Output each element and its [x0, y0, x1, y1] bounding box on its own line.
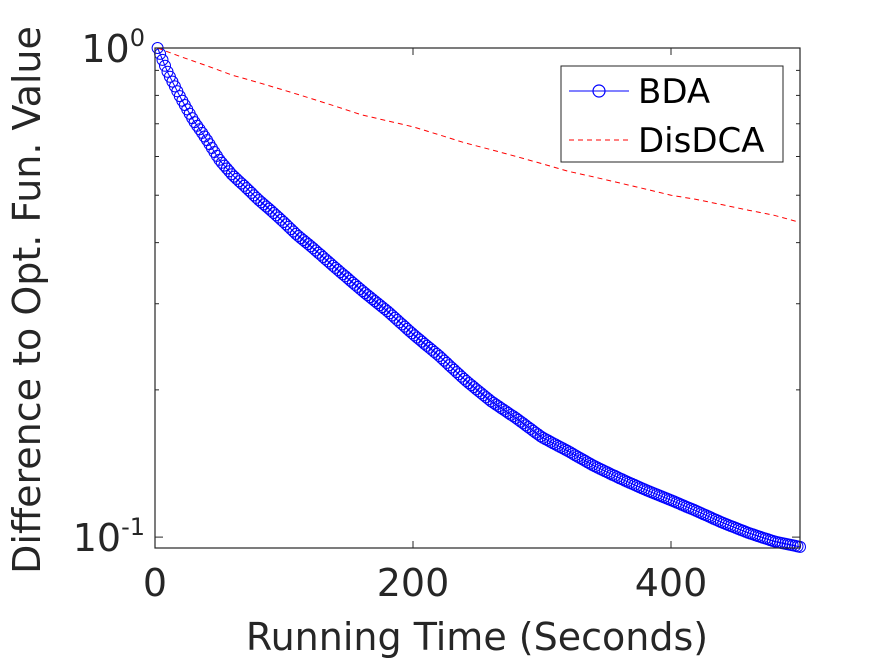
- y-tick-label: 10-1: [73, 513, 145, 560]
- legend-box: [560, 65, 784, 163]
- bda-point: [235, 177, 248, 190]
- y-tick-label: 100: [81, 24, 145, 71]
- bda-point: [287, 225, 300, 238]
- bda-point: [228, 170, 241, 183]
- legend-label-disdca: DisDCA: [638, 121, 765, 161]
- bda-point: [433, 350, 446, 362]
- bda-point: [450, 366, 463, 379]
- bda-point: [285, 223, 297, 236]
- legend: BDA DisDCA: [560, 65, 784, 163]
- series-line-disdca: [157, 47, 801, 223]
- x-axis-label: Running Time (Seconds): [246, 615, 708, 659]
- bda-point: [156, 53, 169, 66]
- bda-point: [448, 363, 461, 376]
- bda-point: [272, 211, 285, 224]
- bda-point: [440, 356, 453, 369]
- bda-point: [159, 59, 171, 72]
- x-tick-label: 400: [635, 561, 708, 605]
- series-layer: [151, 42, 806, 553]
- x-tick-label: 0: [143, 561, 167, 605]
- x-tick-label: 200: [377, 561, 450, 605]
- bda-point: [280, 218, 293, 231]
- bda-point: [225, 168, 238, 181]
- legend-label-bda: BDA: [638, 72, 710, 112]
- bda-point: [243, 184, 255, 197]
- bda-point: [438, 354, 451, 367]
- plot-frame: [154, 47, 801, 549]
- tick-labels: 0 200 400 100 10-1: [73, 24, 708, 605]
- bda-point: [277, 216, 290, 228]
- bda-point: [270, 209, 283, 222]
- bda-point: [238, 179, 251, 192]
- bda-point: [396, 318, 409, 331]
- bda-point: [245, 186, 258, 199]
- bda-point: [398, 320, 411, 333]
- y-axis-label: Difference to Opt. Fun. Value: [5, 26, 49, 574]
- series-markers-bda: [151, 42, 806, 553]
- legend-marker-bda: [592, 84, 606, 98]
